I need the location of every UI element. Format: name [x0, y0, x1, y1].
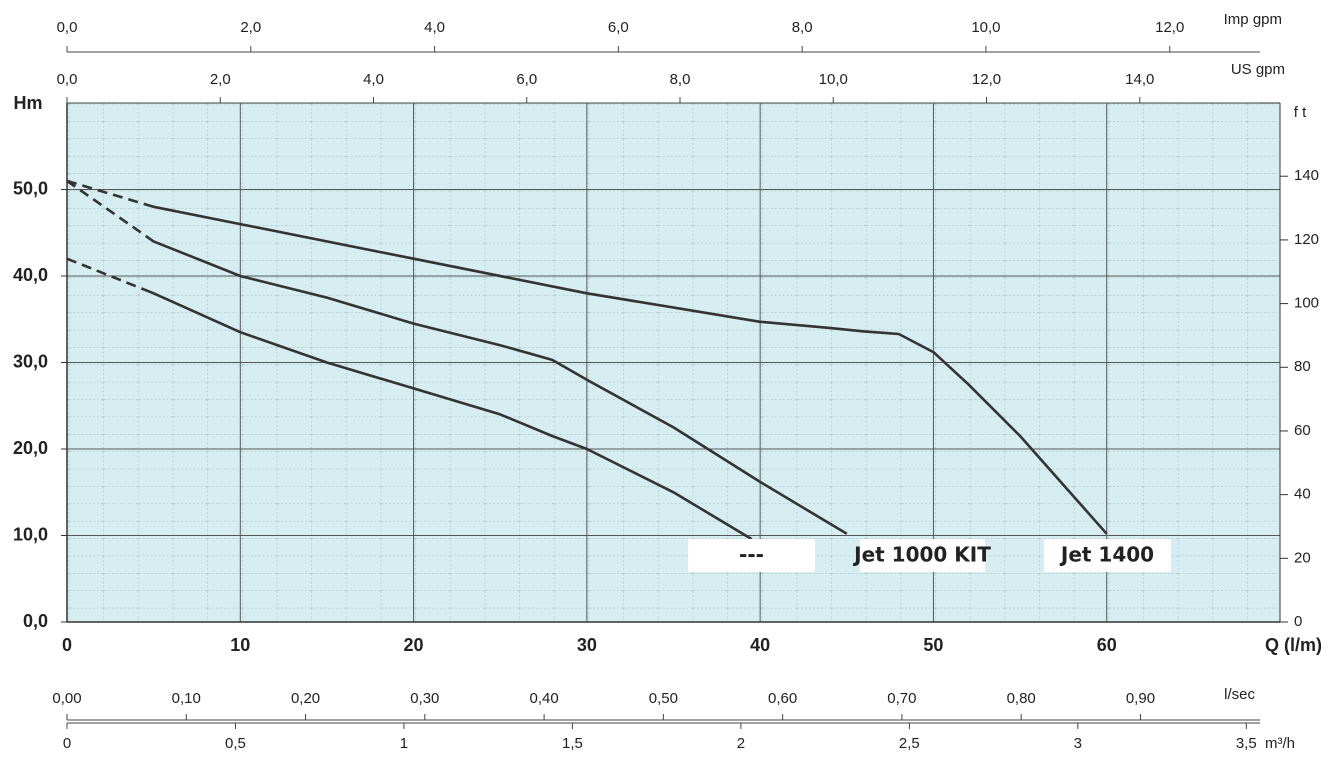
secondary-tick-label: 0,60: [768, 690, 797, 707]
y2-tick-label: 140: [1294, 167, 1319, 184]
y-tick-label: 0,0: [23, 611, 48, 631]
secondary-axis-label: Imp gpm: [1224, 11, 1282, 28]
secondary-tick-label: 0,30: [410, 690, 439, 707]
y2-axis-label: f t: [1294, 104, 1307, 121]
y2-tick-label: 0: [1294, 613, 1302, 630]
secondary-tick-label: 3,5: [1236, 735, 1257, 752]
curve-label-box: [688, 539, 815, 572]
secondary-tick-label: 0,90: [1126, 690, 1155, 707]
secondary-tick-label: 2,0: [210, 71, 231, 88]
secondary-tick-label: 0,10: [172, 690, 201, 707]
curve-label: Jet 1000 KIT: [852, 543, 991, 567]
secondary-tick-label: 0,80: [1007, 690, 1036, 707]
secondary-axis-label: l/sec: [1224, 686, 1255, 703]
x-axis-label: Q (l/m): [1265, 635, 1322, 655]
curve-label-box: [860, 539, 985, 572]
curve: [66, 179, 848, 535]
x-tick-label: 10: [230, 635, 250, 655]
secondary-axis-label: m³/h: [1265, 735, 1295, 752]
y-axis-label: Hm: [13, 93, 42, 113]
x-tick-label: 40: [750, 635, 770, 655]
secondary-tick-label: 1: [400, 735, 408, 752]
x-tick-label: 0: [62, 635, 72, 655]
secondary-tick-label: 0,40: [529, 690, 558, 707]
secondary-tick-label: 0,0: [57, 19, 78, 36]
secondary-tick-label: 6,0: [516, 71, 537, 88]
secondary-tick-label: 8,0: [792, 19, 813, 36]
secondary-tick-label: 0,00: [52, 690, 81, 707]
curve: [66, 257, 753, 541]
secondary-tick-label: 0,5: [225, 735, 246, 752]
y-tick-label: 40,0: [13, 265, 48, 285]
secondary-tick-label: 3: [1074, 735, 1082, 752]
secondary-tick-label: 0,50: [649, 690, 678, 707]
y-tick-label: 20,0: [13, 438, 48, 458]
secondary-tick-label: 0,0: [57, 71, 78, 88]
y2-tick-label: 20: [1294, 549, 1311, 566]
y-tick-label: 50,0: [13, 178, 48, 198]
secondary-tick-label: 10,0: [819, 71, 848, 88]
curve-label: Jet 1400: [1059, 543, 1154, 567]
x-tick-label: 60: [1097, 635, 1117, 655]
y2-tick-label: 40: [1294, 486, 1311, 503]
curve-label: ---: [739, 543, 764, 567]
secondary-tick-label: 4,0: [363, 71, 384, 88]
secondary-tick-label: 1,5: [562, 735, 583, 752]
y-tick-label: 30,0: [13, 351, 48, 371]
x-tick-label: 20: [404, 635, 424, 655]
secondary-tick-label: 14,0: [1125, 71, 1154, 88]
secondary-tick-label: 0: [63, 735, 71, 752]
secondary-tick-label: 0,20: [291, 690, 320, 707]
secondary-tick-label: 6,0: [608, 19, 629, 36]
secondary-tick-label: 4,0: [424, 19, 445, 36]
x-tick-label: 50: [923, 635, 943, 655]
y2-tick-label: 100: [1294, 295, 1319, 312]
secondary-axis-label: US gpm: [1231, 61, 1285, 78]
curve-label-box: [1044, 539, 1171, 572]
secondary-tick-label: 8,0: [670, 71, 691, 88]
x-tick-label: 30: [577, 635, 597, 655]
curve: [66, 179, 1108, 535]
secondary-tick-label: 2,5: [899, 735, 920, 752]
y2-tick-label: 60: [1294, 422, 1311, 439]
secondary-tick-label: 10,0: [971, 19, 1000, 36]
secondary-tick-label: 12,0: [1155, 19, 1184, 36]
secondary-tick-label: 2,0: [240, 19, 261, 36]
y-tick-label: 10,0: [13, 524, 48, 544]
secondary-tick-label: 2: [737, 735, 745, 752]
secondary-tick-label: 0,70: [887, 690, 916, 707]
y2-tick-label: 80: [1294, 358, 1311, 375]
secondary-tick-label: 12,0: [972, 71, 1001, 88]
y2-tick-label: 120: [1294, 231, 1319, 248]
